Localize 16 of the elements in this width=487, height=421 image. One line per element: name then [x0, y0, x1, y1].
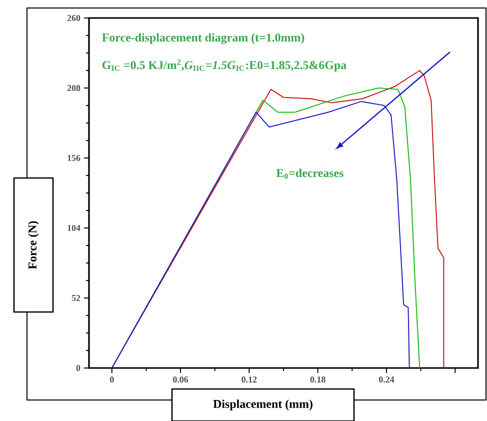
x-tick-label: 0: [110, 376, 114, 383]
x-tick-label: 0.24: [378, 376, 394, 383]
y-tick-label: 104: [68, 224, 80, 232]
x-axis-title: Displacement (mm): [213, 400, 312, 410]
text: Force-displacement diagram (t=1.0mm): [102, 33, 304, 44]
y-tick-label: 260: [67, 14, 80, 22]
y-tick-label: 156: [68, 154, 80, 162]
x-tick-label: 0.12: [242, 376, 257, 383]
y-tick-label: 52: [72, 294, 80, 302]
y-axis-title: Force (N): [28, 221, 39, 270]
text: G$_{IC}$ =0.5 KJ/m$^{2}$,G$_{IIC}$=1.5G$_{IC}$:E0=1.85,2.5&6Gpa: [102, 59, 346, 72]
y-tick-label: 208: [67, 84, 80, 92]
annotation: E$_{0}$=decreases: [276, 168, 344, 179]
y-tick-label: 0: [76, 364, 80, 372]
x-tick-label: 0.18: [310, 376, 326, 383]
x-tick-label: 0.06: [173, 376, 188, 383]
